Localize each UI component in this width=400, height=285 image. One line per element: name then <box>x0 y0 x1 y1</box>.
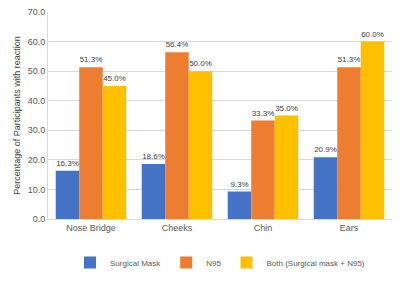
svg-text:35.0%: 35.0% <box>275 104 298 113</box>
svg-text:45.0%: 45.0% <box>103 74 126 83</box>
svg-text:9.3%: 9.3% <box>230 180 248 189</box>
svg-text:20.0: 20.0 <box>28 155 46 165</box>
svg-text:60.0: 60.0 <box>28 37 46 47</box>
svg-text:51.3%: 51.3% <box>338 55 361 64</box>
svg-text:Both (Surgical mask + N95): Both (Surgical mask + N95) <box>266 259 364 268</box>
svg-text:50.0: 50.0 <box>28 66 46 76</box>
svg-text:60.0%: 60.0% <box>361 30 384 39</box>
svg-text:Cheeks: Cheeks <box>162 223 193 233</box>
svg-text:33.3%: 33.3% <box>252 109 275 118</box>
svg-text:N95: N95 <box>206 259 221 268</box>
svg-text:70.0: 70.0 <box>28 7 46 17</box>
svg-text:10.0: 10.0 <box>28 185 46 195</box>
svg-text:Ears: Ears <box>340 223 359 233</box>
svg-text:50.0%: 50.0% <box>189 59 212 68</box>
svg-text:56.4%: 56.4% <box>166 40 189 49</box>
svg-text:Surgical Mask: Surgical Mask <box>110 259 161 268</box>
svg-text:16.3%: 16.3% <box>56 159 79 168</box>
svg-text:20.9%: 20.9% <box>314 145 337 154</box>
svg-text:30.0: 30.0 <box>28 125 46 135</box>
svg-text:0.0: 0.0 <box>33 214 46 224</box>
svg-text:18.6%: 18.6% <box>142 152 165 161</box>
svg-text:51.3%: 51.3% <box>80 55 103 64</box>
svg-text:40.0: 40.0 <box>28 96 46 106</box>
svg-text:Nose Bridge: Nose Bridge <box>66 223 116 233</box>
svg-text:Chin: Chin <box>254 223 273 233</box>
svg-text:Percentage of Participants wit: Percentage of Participants with reaction <box>12 36 22 195</box>
